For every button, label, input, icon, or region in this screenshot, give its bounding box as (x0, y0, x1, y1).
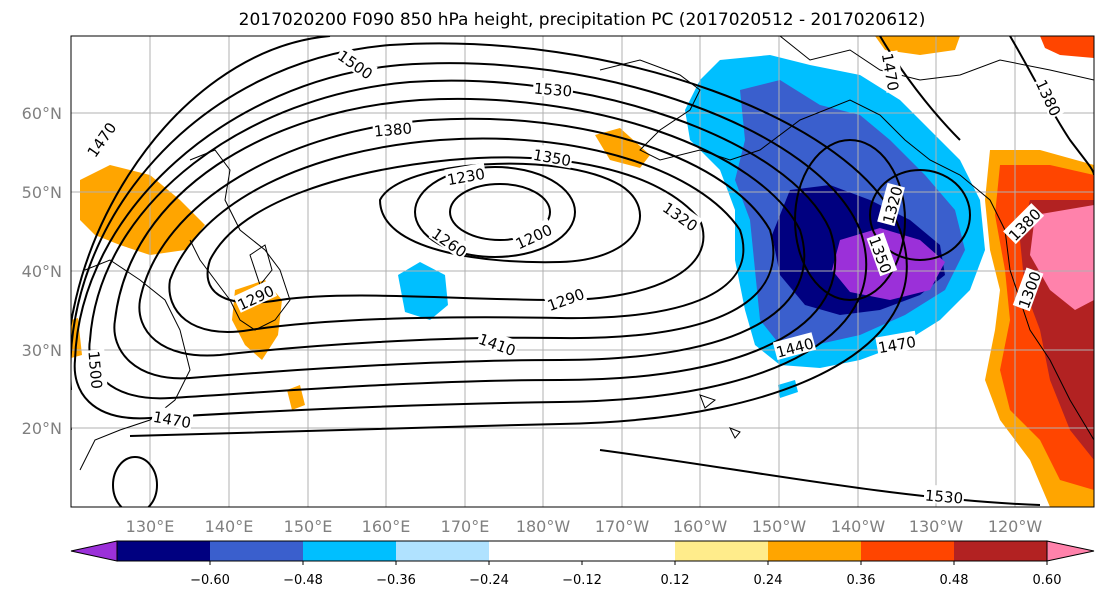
contour-label-bg (1012, 267, 1044, 312)
contour-low-ak (794, 139, 906, 301)
contour-label-bg (532, 77, 574, 99)
contour-1410 (88, 79, 837, 400)
contour-label-bg (1003, 203, 1045, 245)
contour-label-bg (81, 117, 120, 161)
contour-label-bg (772, 332, 817, 360)
lon-tick-label: 170°E (441, 517, 490, 536)
lon-tick-label: 170°W (595, 517, 650, 536)
colorbar-segment (582, 541, 676, 561)
lon-tick-labels: 130°E 140°E 150°E 160°E 170°E 180°W 170°W 160°W… (126, 517, 1043, 536)
lon-tick-label: 140°W (831, 517, 886, 536)
lon-tick-label: 180°W (516, 517, 571, 536)
lon-tick-label: 120°W (988, 517, 1043, 536)
colorbar-tick-label: −0.12 (562, 573, 602, 588)
contour-label: 1530 (533, 79, 573, 100)
colorbar-tick-label: −0.60 (190, 573, 230, 588)
contour-label-bg (233, 279, 278, 313)
contour-label-bg (1033, 75, 1067, 120)
map-frame (70, 35, 1095, 508)
contour-label-bg (428, 222, 472, 261)
lon-tick-label: 130°W (909, 517, 964, 536)
lat-tick-label: 20°N (22, 419, 62, 438)
contour-high-sw (112, 456, 158, 507)
contour-low-ak-2 (869, 169, 971, 261)
colorbar-tick-label: 0.12 (661, 573, 690, 588)
contour-label: 1530 (924, 486, 964, 507)
contour-label-bg (866, 232, 898, 277)
colorbar-segment (210, 541, 304, 561)
colorbar-segment (768, 541, 862, 561)
colorbar-tick-labels: −0.60 −0.48 −0.36 −0.24 −0.12 0.12 0.24 0.36 0.4… (190, 561, 1061, 588)
height-contours (71, 36, 1094, 507)
contour-label-bg (659, 196, 703, 235)
lon-tick-label: 160°E (362, 517, 411, 536)
contour-1290 (206, 156, 705, 304)
colorbar-tick-label: 0.48 (940, 573, 969, 588)
contour-label-bg (511, 218, 556, 252)
colorbar-segment (675, 541, 769, 561)
lon-tick-label: 160°W (673, 517, 728, 536)
contour-1470-ne (879, 36, 961, 141)
colorbar-segment (303, 541, 397, 561)
lat-tick-labels: 60°N 50°N 40°N 30°N 20°N (22, 104, 62, 438)
contour-1200 (449, 183, 551, 241)
colorbar-tick-label: −0.48 (283, 573, 323, 588)
contour-label-bg (475, 327, 520, 359)
lat-tick-label: 60°N (22, 104, 62, 123)
positive-anomaly-west-coast-pink (1030, 205, 1094, 310)
contour-label-bg (86, 349, 108, 391)
contour-label-bg (151, 405, 194, 431)
contour-label-bg (531, 143, 574, 169)
negative-anomaly-central (398, 262, 448, 320)
colorbar-extend-min (70, 540, 118, 562)
contour-1380-ne (1009, 36, 1094, 176)
contour-1440 (73, 62, 868, 420)
colorbar-segment (861, 541, 955, 561)
contour-label-bg (444, 162, 487, 188)
contour-label-bg (923, 484, 965, 506)
positive-anomaly-ne-corner (1040, 36, 1094, 58)
lat-tick-label: 30°N (22, 341, 62, 360)
figure-title: 2017020200 F090 850 hPa height, precipit… (239, 10, 926, 30)
colorbar-segment (489, 541, 583, 561)
colorbar-segment (954, 541, 1048, 561)
contour-label-bg (877, 182, 905, 227)
colorbar-segment (396, 541, 490, 561)
colorbar-tick-label: 0.36 (847, 573, 876, 588)
lon-tick-label: 150°W (752, 517, 807, 536)
lon-tick-label: 150°E (284, 517, 333, 536)
contour-1320 (168, 137, 745, 333)
lat-tick-label: 40°N (22, 262, 62, 281)
contour-label-bg (334, 44, 378, 83)
contour-1230 (414, 166, 576, 258)
colorbar-extend-max (1046, 540, 1095, 562)
contour-1350 (138, 117, 775, 357)
contour-1500 (71, 36, 331, 430)
colorbar-segment (117, 541, 211, 561)
colorbar-tick-label: −0.24 (469, 573, 509, 588)
positive-anomaly-alaska (875, 36, 960, 55)
lat-tick-label: 50°N (22, 183, 62, 202)
contour-label-bg (372, 117, 414, 139)
contour-label: 1500 (84, 350, 105, 390)
lon-tick-label: 130°E (126, 517, 175, 536)
contour-label-bg (543, 282, 588, 314)
colorbar-tick-label: 0.60 (1033, 573, 1062, 588)
contour-label-bg (875, 330, 918, 356)
colorbar-tick-label: −0.36 (376, 573, 416, 588)
lon-tick-label: 140°E (205, 517, 254, 536)
contour-label: 1380 (373, 119, 413, 140)
colorbar (70, 540, 1095, 562)
contour-label-bg (879, 50, 905, 93)
contour-1530-south (599, 449, 1041, 506)
contour-1380 (113, 98, 806, 380)
colorbar-tick-label: 0.24 (754, 573, 783, 588)
